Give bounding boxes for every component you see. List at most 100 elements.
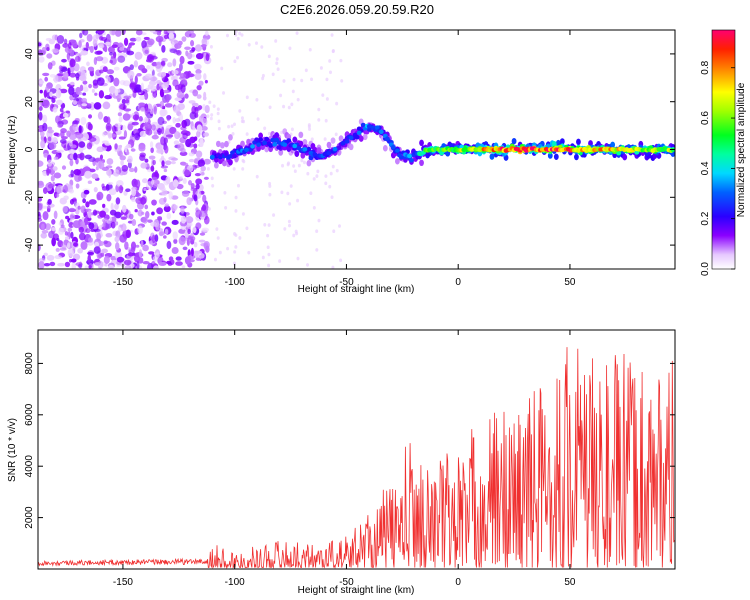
spectrogram-noise-cell — [328, 184, 332, 189]
spectrogram-noise-cell — [113, 77, 120, 87]
spectrogram-noise-cell — [234, 245, 238, 249]
spectrogram-noise-cell — [189, 32, 196, 38]
spectrogram-noise-cell — [38, 111, 43, 121]
snr-series-line — [38, 347, 675, 569]
spectrogram-noise-cell — [124, 265, 132, 269]
spectrogram-noise-cell — [39, 89, 43, 94]
spectrogram-noise-cell — [114, 122, 122, 128]
spectrogram-noise-cell — [164, 160, 172, 166]
spectrogram-noise-cell — [296, 198, 300, 203]
snr-frame — [37, 329, 676, 570]
spectrogram-noise-cell — [60, 128, 67, 134]
spectrogram-noise-cell — [85, 228, 91, 234]
spectrogram-noise-cell — [325, 97, 329, 101]
spectrogram-noise-cell — [77, 91, 83, 96]
spectrogram-noise-cell — [161, 160, 165, 167]
spectrogram-noise-cell — [59, 88, 68, 94]
spectrogram-ridge-cell — [306, 146, 312, 152]
spectrogram-noise-cell — [145, 211, 150, 219]
spectrogram-noise-cell — [94, 241, 100, 248]
spectrogram-ridge-cell — [326, 141, 332, 149]
spectrogram-noise-cell — [111, 30, 116, 36]
spectrogram-noise-cell — [211, 183, 215, 188]
spectrogram-noise-cell — [120, 223, 127, 232]
spectrogram-noise-cell — [230, 124, 234, 128]
spectrogram-noise-cell — [235, 55, 239, 60]
spectrogram-noise-cell — [84, 154, 92, 160]
spectrogram-noise-cell — [42, 122, 48, 132]
spectrogram-noise-cell — [204, 30, 209, 36]
spectrogram-noise-cell — [143, 36, 150, 41]
spectrogram-noise-cell — [38, 213, 42, 220]
spectrogram-noise-cell — [287, 105, 291, 110]
spectrogram-noise-cell — [56, 184, 64, 194]
spectrogram-ridge-cell — [511, 137, 517, 145]
spectrogram-noise-cell — [52, 106, 58, 113]
spectrogram-noise-cell — [58, 227, 65, 235]
spectrogram-noise-cell — [47, 159, 53, 167]
spectrogram-ridge-cell — [395, 158, 400, 165]
spectrogram-noise-cell — [266, 233, 270, 238]
snr-xtick-label: -100 — [225, 577, 245, 588]
spectrogram-noise-cell — [335, 168, 339, 173]
spectrogram-ridge-cell — [390, 145, 396, 150]
spectrogram-noise-cell — [118, 150, 123, 157]
spectrogram-ridge-cell — [302, 147, 308, 152]
spectrogram-noise-cell — [156, 83, 160, 91]
spectrogram-noise-cell — [288, 202, 292, 206]
spectrogram-noise-cell — [232, 261, 236, 266]
spectrogram-noise-cell — [90, 228, 95, 232]
spectrogram-noise-cell — [169, 126, 177, 135]
spectrogram-noise-cell — [234, 30, 238, 34]
spectrogram-noise-cell — [171, 157, 178, 161]
spectrogram-noise-cell — [224, 206, 228, 210]
spectrogram-noise-cell — [60, 224, 65, 228]
spectrogram-noise-cell — [203, 210, 208, 214]
colorbar: 0.0 0.2 0.4 0.6 0.8 Normalized spectral ampl… — [700, 29, 747, 276]
spectrogram-noise-cell — [163, 168, 168, 173]
spectrogram-noise-cell — [129, 64, 134, 71]
spectrogram-noise-cell — [80, 50, 89, 56]
spectrogram-noise-cell — [156, 251, 160, 256]
spectrogram-noise-cell — [292, 233, 296, 238]
spectrogram-noise-cell — [38, 197, 43, 202]
spectrogram-noise-cell — [77, 205, 81, 210]
spectrogram-noise-cell — [78, 141, 86, 148]
spectrogram-noise-cell — [176, 91, 185, 99]
spectrogram-noise-cell — [109, 59, 113, 64]
spectrogram-noise-cell — [317, 218, 321, 223]
spectrogram-noise-cell — [47, 136, 52, 142]
spectrogram-noise-cell — [316, 169, 320, 174]
spectrogram-noise-cell — [142, 216, 148, 224]
spectrogram-noise-cell — [38, 182, 45, 188]
spectrogram-noise-cell — [140, 162, 147, 169]
spectrogram-noise-cell — [159, 108, 167, 117]
spectrogram-ridge-cell — [228, 134, 233, 141]
spectrogram-noise-cell — [175, 256, 182, 261]
spectrogram-noise-cell — [75, 132, 84, 139]
spectrogram-noise-cell — [175, 261, 183, 266]
spectrogram-noise-cell — [132, 90, 137, 99]
spectrogram-noise-cell — [150, 147, 154, 154]
spectrogram-noise-cell — [181, 36, 187, 42]
spectrogram-ridge-cell — [292, 143, 298, 149]
spectrogram-noise-cell — [76, 153, 83, 159]
spectrogram-noise-cell — [175, 118, 181, 123]
spectrogram-noise-cell — [40, 139, 46, 149]
spectrogram-noise-cell — [166, 240, 172, 250]
spectrogram-noise-cell — [266, 245, 270, 250]
spectrogram-noise-cell — [171, 246, 179, 254]
spectrogram-noise-cell — [182, 79, 188, 84]
spectrogram-noise-cell — [117, 98, 121, 103]
spectrogram-noise-cell — [114, 143, 118, 150]
snr-panel: -150 -100 -50 0 50 2000 4000 6000 8000 Height of… — [7, 329, 676, 596]
spectrogram-noise-cell — [43, 252, 48, 257]
spectrogram-noise-cell — [296, 256, 300, 261]
spectrogram-noise-cell — [87, 254, 92, 263]
spectrogram-noise-cell — [195, 52, 204, 60]
spectrogram-noise-cell — [292, 77, 296, 82]
spectrogram-noise-cell — [254, 41, 258, 45]
spectrogram-noise-cell — [302, 160, 306, 165]
spectrogram-noise-cell — [80, 241, 88, 250]
spectrogram-noise-cell — [47, 129, 54, 134]
